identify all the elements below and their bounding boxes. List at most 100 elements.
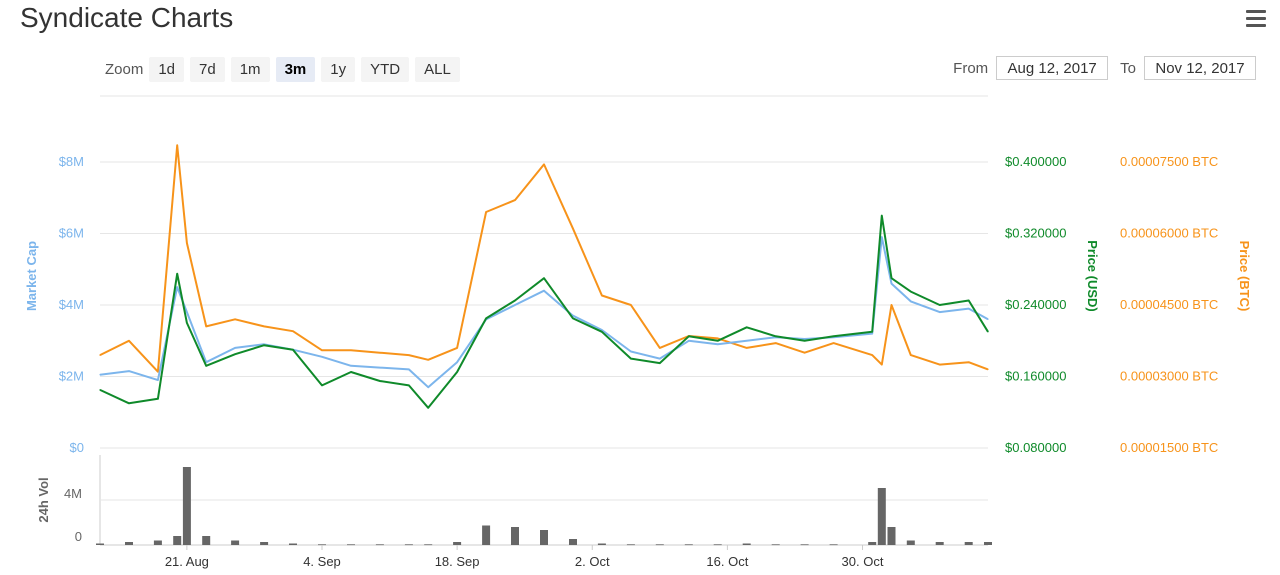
data-point-market-cap (881, 236, 883, 238)
date-range: From To (941, 56, 1256, 80)
data-point-price-btc (485, 211, 487, 213)
y-axis-title-usd: Price (USD) (1085, 240, 1100, 312)
data-point-price-btc (234, 318, 236, 320)
data-point-market-cap (688, 340, 690, 342)
zoom-7d-button[interactable]: 7d (190, 56, 225, 82)
data-point-market-cap (968, 308, 970, 310)
y-axis-title-market-cap: Market Cap (24, 241, 39, 311)
data-point-price-usd (543, 277, 545, 279)
data-point-price-usd (659, 362, 661, 364)
series-line-price-usd (99, 214, 989, 409)
volume-bar (375, 544, 384, 546)
volume-bar (597, 543, 606, 545)
x-tick-label: 16. Oct (706, 554, 748, 569)
volume-bar (626, 544, 635, 546)
zoom-ytd-button[interactable]: YTD (361, 56, 410, 82)
data-point-price-btc (775, 342, 777, 344)
data-point-price-btc (292, 330, 294, 332)
data-point-price-btc (350, 349, 352, 351)
y-tick-label-usd: $0.320000 (1005, 226, 1066, 241)
data-point-price-usd (717, 340, 719, 342)
data-point-price-btc (186, 242, 188, 244)
data-point-price-usd (939, 304, 941, 306)
y-tick-label-usd: $0.080000 (1005, 440, 1066, 455)
data-point-price-btc (833, 342, 835, 344)
data-point-price-btc (890, 304, 893, 306)
data-point-market-cap (717, 343, 719, 345)
volume-bar (260, 542, 269, 545)
data-point-price-usd (987, 331, 989, 333)
data-point-market-cap (186, 311, 188, 313)
x-tick-label: 2. Oct (575, 554, 610, 569)
y-tick-label-btc: 0.00004500 BTC (1120, 297, 1218, 312)
data-point-price-usd (128, 402, 130, 404)
from-label: From (953, 59, 989, 77)
data-point-market-cap (176, 286, 178, 288)
volume-bar (202, 536, 211, 545)
data-point-market-cap (350, 365, 352, 367)
data-point-market-cap (99, 374, 101, 376)
x-tick-label: 18. Sep (435, 554, 480, 569)
data-point-market-cap (128, 370, 130, 372)
zoom-3m-button[interactable]: 3m (275, 56, 316, 82)
data-point-price-usd (408, 384, 410, 386)
data-point-market-cap (939, 311, 941, 313)
data-point-price-btc (427, 359, 429, 361)
volume-bar (182, 467, 191, 545)
data-point-price-btc (659, 347, 661, 349)
volume-bar (318, 544, 326, 546)
data-point-market-cap (157, 379, 159, 381)
data-point-price-usd (205, 365, 207, 367)
volume-bar (125, 542, 133, 545)
volume-bar (964, 542, 973, 545)
data-point-price-btc (157, 371, 159, 373)
series-line-price-btc (99, 144, 989, 373)
data-point-market-cap (746, 340, 748, 342)
data-point-market-cap (890, 283, 893, 285)
zoom-1y-button[interactable]: 1y (321, 56, 356, 82)
data-point-price-usd (871, 331, 873, 333)
data-point-price-usd (833, 335, 835, 337)
data-point-price-btc (176, 144, 178, 146)
volume-bar (569, 539, 577, 545)
volume-bar (771, 544, 780, 546)
data-point-market-cap (987, 318, 989, 320)
to-date-input[interactable] (1144, 56, 1256, 80)
from-date-input[interactable] (996, 56, 1109, 80)
data-point-price-btc (99, 354, 101, 356)
data-point-price-usd (572, 317, 574, 319)
zoom-1m-button[interactable]: 1m (230, 56, 270, 82)
data-point-price-btc (987, 368, 989, 370)
data-point-price-usd (292, 349, 294, 351)
y-tick-label-btc: 0.00003000 BTC (1120, 369, 1218, 384)
data-point-price-btc (128, 340, 130, 342)
data-point-price-btc (910, 354, 912, 356)
data-point-market-cap (321, 356, 323, 358)
y-axis-title-btc: Price (BTC) (1237, 241, 1252, 312)
data-point-price-btc (601, 294, 603, 297)
volume-bar (153, 540, 162, 545)
hamburger-menu-icon[interactable] (1246, 10, 1266, 28)
data-point-market-cap (205, 361, 207, 363)
volume-bar (984, 542, 992, 545)
zoom-controls: Zoom 1d 7d 1m 3m 1y YTD ALL (105, 56, 466, 82)
zoom-all-button[interactable]: ALL (415, 56, 460, 82)
zoom-1d-button[interactable]: 1d (149, 56, 185, 82)
page-title: Syndicate Charts (20, 2, 234, 33)
volume-bar (289, 543, 297, 545)
data-point-price-btc (968, 361, 970, 363)
data-point-price-usd (746, 326, 748, 328)
data-point-market-cap (910, 300, 912, 302)
x-tick-label: 21. Aug (165, 554, 209, 569)
volume-bar (684, 544, 693, 546)
data-point-price-usd (968, 299, 970, 302)
data-point-price-btc (456, 347, 458, 349)
data-point-price-btc (543, 163, 545, 165)
data-point-market-cap (659, 358, 661, 360)
volume-bar (231, 540, 240, 545)
data-point-price-btc (205, 325, 207, 327)
data-point-price-usd (321, 384, 323, 386)
data-point-market-cap (408, 368, 410, 370)
volume-bar (404, 544, 413, 546)
